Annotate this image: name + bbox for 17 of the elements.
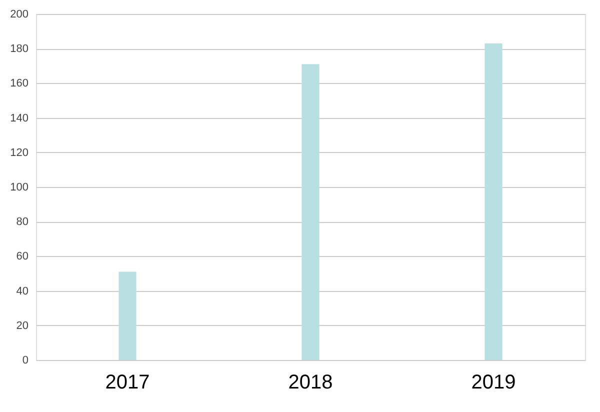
y-tick-label: 0 [22, 354, 28, 366]
y-tick-label: 20 [16, 320, 28, 332]
y-tick-label: 180 [10, 43, 28, 56]
y-tick-label: 140 [10, 112, 28, 124]
y-tick-label: 80 [16, 216, 28, 228]
y-tick-label: 100 [10, 182, 28, 194]
x-tick-label: 2019 [471, 372, 516, 394]
bar [484, 43, 502, 360]
x-tick-label: 2017 [105, 372, 150, 394]
y-tick-label: 40 [16, 285, 28, 298]
bar [118, 272, 136, 360]
bar [302, 64, 320, 360]
y-tick-label: 120 [10, 146, 28, 159]
y-tick-label: 200 [10, 8, 28, 20]
y-tick-label: 160 [10, 78, 28, 90]
y-tick-label: 60 [16, 250, 28, 263]
x-tick-label: 2018 [288, 372, 333, 394]
